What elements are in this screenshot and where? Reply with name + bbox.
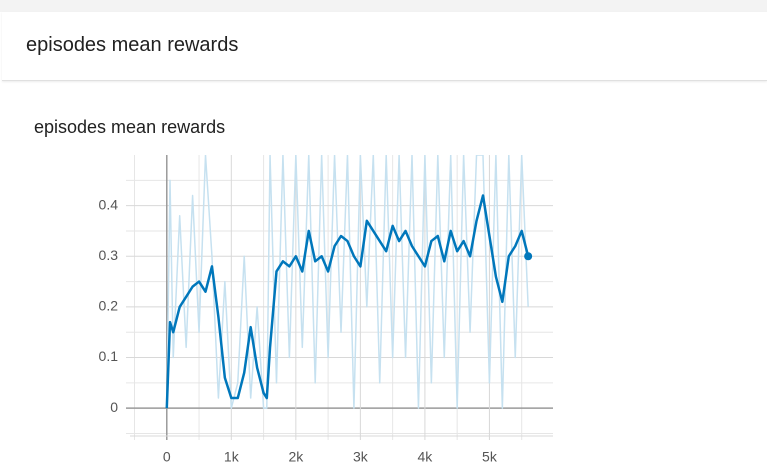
chart-title: episodes mean rewards xyxy=(34,117,225,137)
x-tick-label: 3k xyxy=(353,449,369,465)
header-title: episodes mean rewards xyxy=(26,34,239,56)
end-point xyxy=(524,252,533,261)
y-tick-label: 0.4 xyxy=(99,196,119,212)
x-tick-label: 1k xyxy=(224,449,240,465)
y-tick-label: 0.3 xyxy=(99,247,119,263)
x-tick-label: 0 xyxy=(163,449,171,465)
x-tick-label: 2k xyxy=(288,449,304,465)
raw-line xyxy=(166,155,529,409)
smoothed-line xyxy=(165,194,530,409)
y-tick-label: 0.2 xyxy=(99,298,119,314)
top-bar xyxy=(0,0,767,12)
header: episodes mean rewards xyxy=(2,12,767,81)
y-tick-label: 0.1 xyxy=(99,348,119,364)
plot-area xyxy=(165,155,530,409)
y-tick-label: 0 xyxy=(110,399,118,415)
x-tick-label: 5k xyxy=(482,449,498,465)
x-tick-label: 4k xyxy=(418,449,434,465)
